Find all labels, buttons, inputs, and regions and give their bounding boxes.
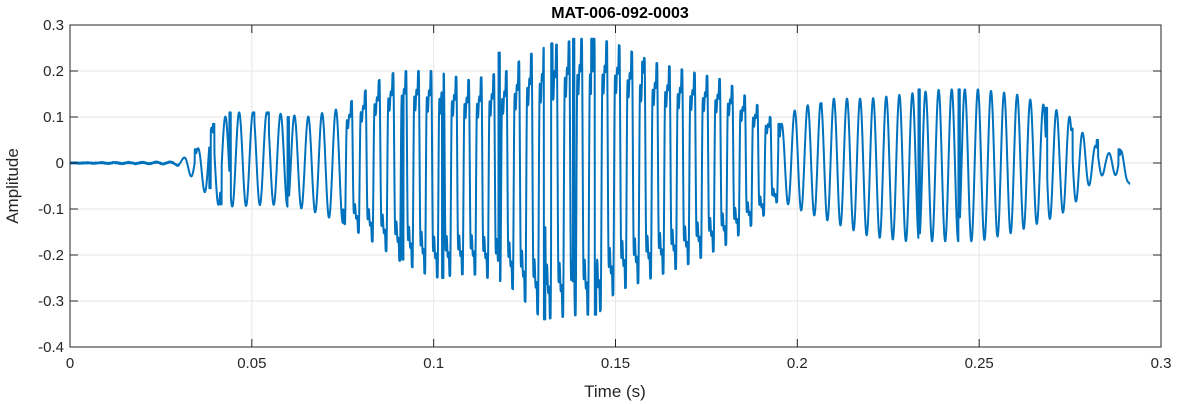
x-tick-label: 0.05 <box>237 355 266 372</box>
y-tick-label: -0.2 <box>38 247 64 264</box>
x-tick-label: 0.2 <box>787 355 808 372</box>
y-tick-label: -0.4 <box>38 339 64 356</box>
chart-title: MAT-006-092-0003 <box>551 5 689 22</box>
x-axis-label: Time (s) <box>584 382 646 401</box>
y-tick-label: 0.1 <box>43 109 64 126</box>
y-axis-label: Amplitude <box>3 148 22 224</box>
y-tick-labels: -0.4 -0.3 -0.2 -0.1 0 0.1 0.2 0.3 <box>38 17 64 356</box>
x-tick-label: 0.3 <box>1151 355 1172 372</box>
y-tick-label: -0.1 <box>38 201 64 218</box>
grid <box>70 25 1161 347</box>
x-tick-label: 0.25 <box>965 355 994 372</box>
y-tick-label: 0 <box>56 155 64 172</box>
y-tick-label: 0.2 <box>43 63 64 80</box>
y-tick-label: -0.3 <box>38 293 64 310</box>
waveform-series-line <box>70 37 1131 321</box>
x-tick-label: 0.1 <box>423 355 444 372</box>
x-tick-label: 0 <box>66 355 74 372</box>
x-tick-labels: 0 0.05 0.1 0.15 0.2 0.25 0.3 <box>66 355 1172 372</box>
y-tick-label: 0.3 <box>43 17 64 34</box>
x-tick-label: 0.15 <box>601 355 630 372</box>
axis-ticks <box>69 24 1162 348</box>
